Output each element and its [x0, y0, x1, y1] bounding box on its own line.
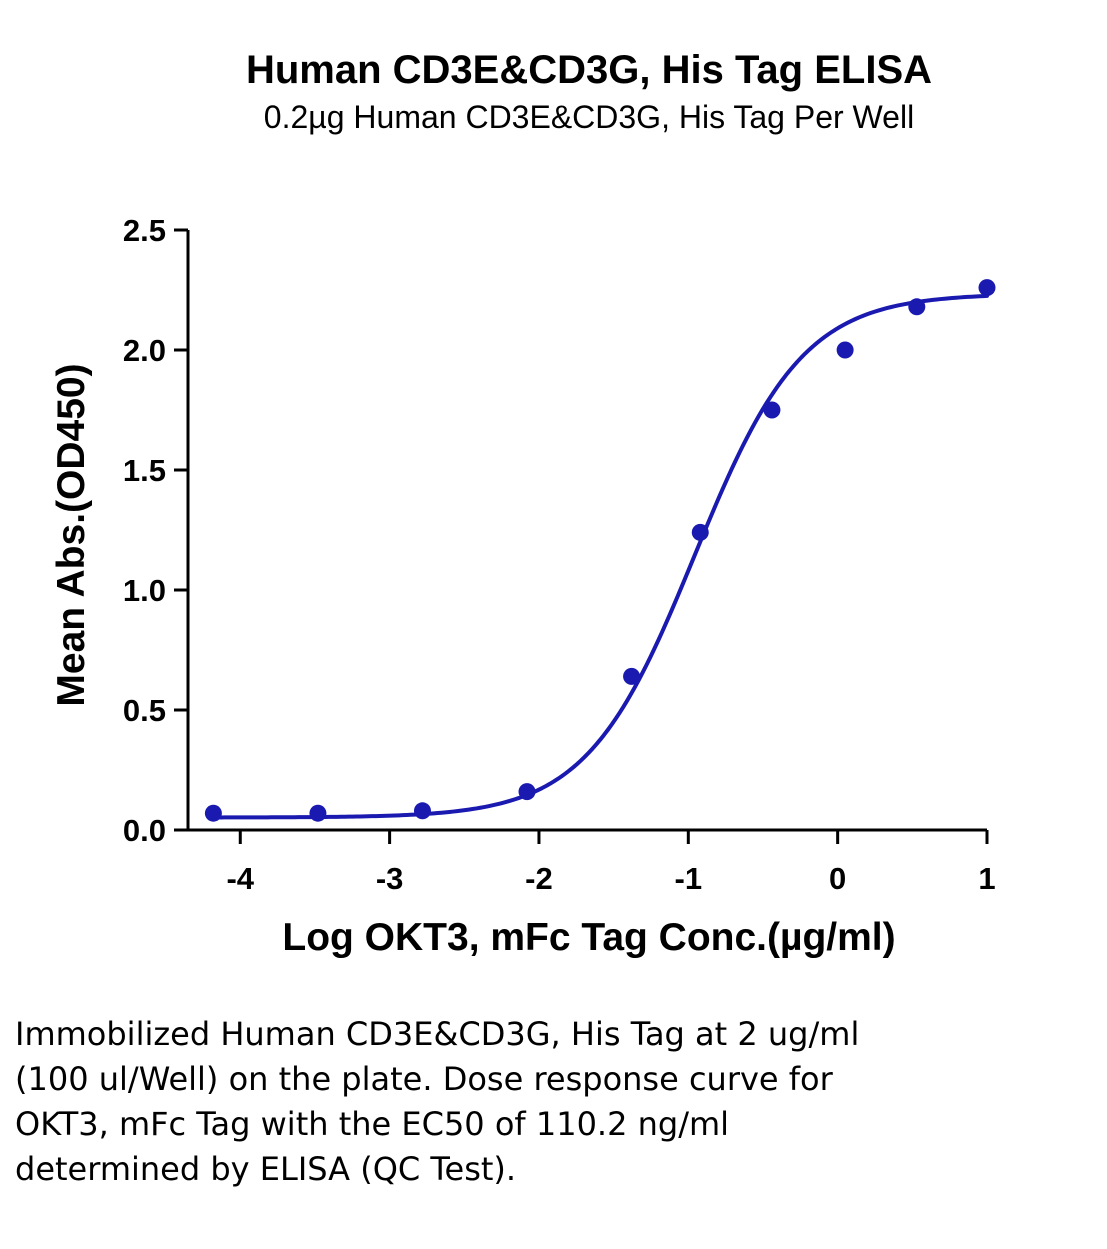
- data-point: [623, 667, 641, 685]
- y-tick-label: 0.0: [123, 813, 166, 848]
- y-tick-label: 1.0: [123, 573, 166, 608]
- data-point: [518, 783, 536, 801]
- y-axis-label: Mean Abs.(OD450): [50, 363, 93, 706]
- data-point: [908, 298, 926, 316]
- x-tick-label: -1: [675, 861, 703, 896]
- data-point: [309, 804, 327, 822]
- y-tick-label: 0.5: [123, 693, 166, 728]
- x-tick-label: -2: [525, 861, 553, 896]
- data-point: [413, 802, 431, 820]
- x-tick-label: 0: [829, 861, 846, 896]
- chart-area: Human CD3E&CD3G, His Tag ELISA 0.2µg Hum…: [50, 48, 996, 959]
- fit-curve: [211, 293, 989, 820]
- y-tick-label: 2.5: [123, 213, 166, 248]
- x-axis: -4 -3 -2 -1 0 1: [174, 828, 996, 896]
- data-point: [978, 279, 996, 297]
- data-point: [691, 523, 709, 541]
- y-axis: 0.0 0.5 1.0 1.5 2.0 2.5: [123, 213, 190, 848]
- figure-caption: Immobilized Human CD3E&CD3G, His Tag at …: [15, 1015, 860, 1188]
- x-tick-label: -3: [376, 861, 404, 896]
- data-points: [204, 279, 996, 822]
- y-tick-label: 1.5: [123, 453, 166, 488]
- x-tick-label: 1: [978, 861, 995, 896]
- x-axis-label: Log OKT3, mFc Tag Conc.(µg/ml): [282, 916, 895, 959]
- chart-title: Human CD3E&CD3G, His Tag ELISA: [246, 48, 932, 92]
- x-tick-label: -4: [226, 861, 254, 896]
- fit-curve-layer: [211, 293, 989, 820]
- y-tick-label: 2.0: [123, 333, 166, 368]
- data-point: [763, 401, 781, 419]
- data-point: [204, 804, 222, 822]
- chart-subtitle: 0.2µg Human CD3E&CD3G, His Tag Per Well: [264, 99, 914, 135]
- data-point: [836, 341, 854, 359]
